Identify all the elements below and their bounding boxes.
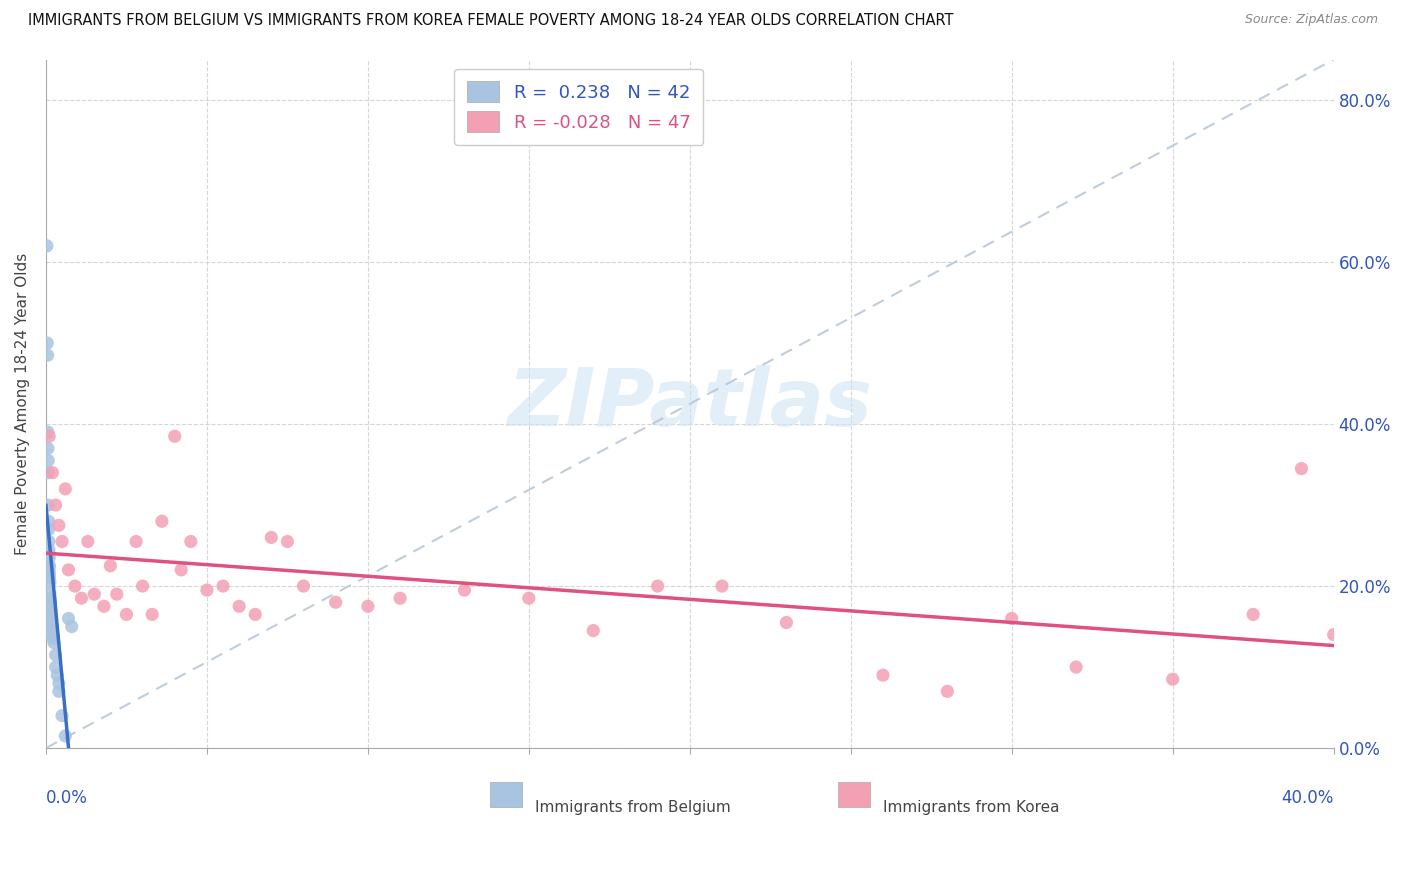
Point	[38, 566, 60, 581]
Point	[41, 615, 63, 630]
Point	[39, 595, 62, 609]
FancyBboxPatch shape	[838, 782, 870, 806]
FancyBboxPatch shape	[491, 782, 523, 806]
Point	[125, 534, 148, 549]
Y-axis label: Female Poverty Among 18-24 Year Olds: Female Poverty Among 18-24 Year Olds	[15, 252, 30, 555]
Point	[39, 599, 62, 614]
Point	[46, 668, 69, 682]
Legend: R =  0.238   N = 42, R = -0.028   N = 47: R = 0.238 N = 42, R = -0.028 N = 47	[454, 69, 703, 145]
Point	[389, 591, 412, 606]
Text: IMMIGRANTS FROM BELGIUM VS IMMIGRANTS FROM KOREA FEMALE POVERTY AMONG 18-24 YEAR: IMMIGRANTS FROM BELGIUM VS IMMIGRANTS FR…	[28, 13, 953, 29]
Point	[38, 571, 60, 585]
Point	[41, 627, 63, 641]
Point	[48, 684, 70, 698]
Point	[45, 648, 67, 662]
Point	[180, 534, 202, 549]
Point	[38, 587, 60, 601]
Point	[42, 636, 65, 650]
Point	[38, 558, 60, 573]
Point	[37, 336, 59, 351]
Point	[38, 542, 60, 557]
Text: Immigrants from Korea: Immigrants from Korea	[883, 800, 1060, 814]
Point	[163, 429, 186, 443]
Point	[245, 607, 267, 622]
Point	[51, 534, 73, 549]
Point	[325, 595, 347, 609]
Point	[37, 425, 59, 439]
Point	[1291, 461, 1313, 475]
Point	[292, 579, 315, 593]
Point	[60, 619, 83, 633]
Point	[35, 239, 58, 253]
Point	[38, 574, 60, 589]
Point	[38, 522, 60, 536]
Point	[58, 563, 80, 577]
Text: Immigrants from Belgium: Immigrants from Belgium	[536, 800, 731, 814]
Point	[41, 619, 63, 633]
Point	[38, 558, 60, 573]
Text: 0.0%: 0.0%	[46, 789, 87, 807]
Point	[83, 587, 105, 601]
Point	[872, 668, 894, 682]
Point	[98, 558, 121, 573]
Point	[37, 453, 59, 467]
Point	[357, 599, 380, 614]
Point	[517, 591, 540, 606]
Point	[53, 482, 76, 496]
Point	[115, 607, 138, 622]
Point	[48, 518, 70, 533]
Point	[53, 729, 76, 743]
Point	[141, 607, 163, 622]
Point	[105, 587, 128, 601]
Point	[775, 615, 797, 630]
Point	[1323, 627, 1346, 641]
Point	[1241, 607, 1264, 622]
Point	[45, 660, 67, 674]
Point	[70, 591, 93, 606]
Point	[170, 563, 193, 577]
Point	[131, 579, 153, 593]
Point	[37, 498, 59, 512]
Point	[76, 534, 98, 549]
Point	[38, 547, 60, 561]
Point	[38, 429, 60, 443]
Point	[39, 591, 62, 606]
Point	[39, 603, 62, 617]
Point	[453, 583, 475, 598]
Point	[38, 514, 60, 528]
Point	[38, 550, 60, 565]
Point	[1161, 672, 1184, 686]
Point	[48, 676, 70, 690]
Point	[195, 583, 218, 598]
Point	[58, 611, 80, 625]
Point	[212, 579, 235, 593]
Point	[37, 348, 59, 362]
Point	[936, 684, 959, 698]
Point	[93, 599, 115, 614]
Point	[150, 514, 173, 528]
Point	[63, 579, 86, 593]
Point	[39, 607, 62, 622]
Point	[38, 534, 60, 549]
Point	[582, 624, 605, 638]
Point	[276, 534, 298, 549]
Point	[41, 624, 63, 638]
Point	[45, 498, 67, 512]
Text: 40.0%: 40.0%	[1281, 789, 1334, 807]
Text: Source: ZipAtlas.com: Source: ZipAtlas.com	[1244, 13, 1378, 27]
Point	[1001, 611, 1024, 625]
Point	[39, 611, 62, 625]
Point	[37, 466, 59, 480]
Point	[647, 579, 669, 593]
Point	[228, 599, 250, 614]
Point	[41, 466, 63, 480]
Point	[711, 579, 734, 593]
Point	[38, 563, 60, 577]
Point	[42, 632, 65, 646]
Text: ZIPatlas: ZIPatlas	[508, 365, 872, 442]
Point	[1064, 660, 1087, 674]
Point	[260, 531, 283, 545]
Point	[51, 708, 73, 723]
Point	[37, 442, 59, 456]
